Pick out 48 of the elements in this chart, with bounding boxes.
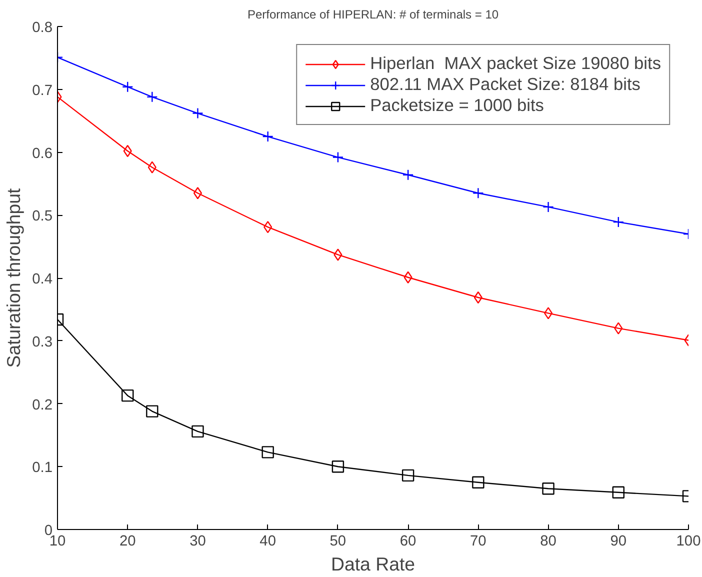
point [542,482,554,495]
y-tick-label: 0.2 [32,397,52,414]
point [402,469,414,482]
chart-title: Performance of HIPERLAN: # of terminals = 10 [247,8,499,22]
y-tick-label: 0.5 [32,208,52,225]
point [262,446,274,458]
x-tick-label: 10 [49,534,66,550]
point [122,81,134,92]
point [262,130,274,142]
x-tick-label: 100 [676,534,701,550]
y-tick-label: 0.3 [32,334,52,350]
legend-label: 802.11 MAX Packet Size: 8184 bits [370,74,640,95]
point [146,405,158,418]
point [614,322,623,334]
point [472,188,484,199]
point [146,91,158,103]
x-tick-label: 40 [260,534,276,550]
legend-label: Packetsize = 1000 bits [370,95,544,116]
point [192,425,204,438]
point [404,271,412,284]
point [542,201,554,213]
point [472,476,484,488]
point [612,486,624,499]
x-tick-label: 60 [400,534,416,550]
point [332,460,344,473]
x-tick-label: 70 [470,534,486,550]
x-tick-label: 80 [540,534,556,550]
x-tick-label: 20 [119,534,136,550]
y-tick-label: 0.6 [32,146,52,162]
point [332,152,344,163]
legend-label: Hiperlan MAX packet Size 19080 bits [370,53,661,74]
point [402,169,414,180]
x-tick-label: 90 [610,534,627,550]
point [193,187,202,200]
x-tick-label: 30 [190,534,206,550]
point [148,161,156,174]
point [192,108,204,119]
y-tick-label: 0.7 [32,82,52,99]
point [122,389,134,402]
y-tick-label: 0.1 [32,460,52,476]
point [544,307,553,320]
x-axis-title: Data Rate [331,554,415,574]
point [334,248,342,261]
y-axis-title: Saturation throughput [3,187,24,368]
point [612,216,624,228]
y-tick-label: 0.8 [32,20,52,36]
x-tick-label: 50 [330,534,346,550]
y-tick-label: 0.4 [32,272,52,288]
